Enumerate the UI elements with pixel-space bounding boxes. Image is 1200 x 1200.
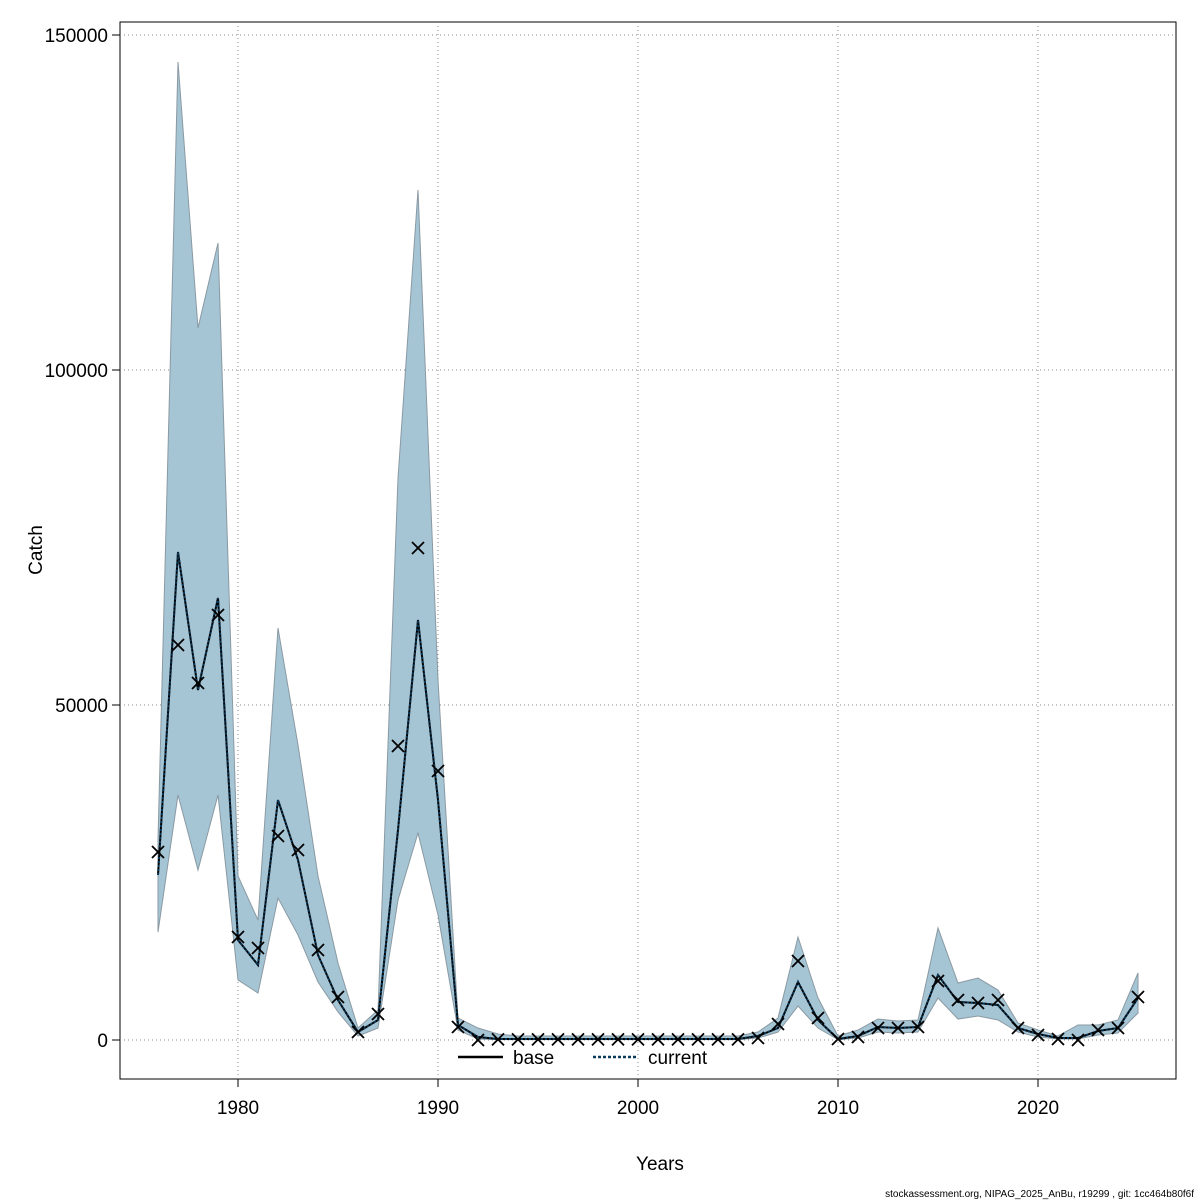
observed-point: [971, 996, 985, 1010]
x-tick-label: 2020: [1017, 1098, 1059, 1119]
observed-point: [1051, 1032, 1065, 1046]
observed-point: [771, 1017, 785, 1031]
confidence-band: [157, 61, 1139, 1041]
observed-point: [791, 954, 805, 968]
observed-point: [411, 541, 425, 555]
observed-point: [431, 764, 445, 778]
x-tick-label: 1980: [217, 1098, 259, 1119]
observed-point: [291, 843, 305, 857]
observed-point: [351, 1025, 365, 1039]
x-tick-label: 2010: [817, 1098, 859, 1119]
observed-point: [911, 1020, 925, 1034]
observed-point: [1091, 1023, 1105, 1037]
footer: stockassessment.org, NIPAG_2025_AnBu, r1…: [885, 1189, 1194, 1200]
observed-point: [1031, 1028, 1045, 1042]
y-tick-label: 100000: [45, 361, 108, 382]
observed-point: [451, 1020, 465, 1034]
observed-point: [251, 941, 265, 955]
legend-label: current: [648, 1048, 708, 1069]
observed-point: [811, 1011, 825, 1025]
x-tick-label: 1990: [417, 1098, 459, 1119]
observed-point: [651, 1032, 665, 1046]
y-tick-label: 50000: [55, 696, 108, 717]
observed-point: [711, 1032, 725, 1046]
observed-point: [311, 943, 325, 957]
observed-point: [391, 739, 405, 753]
observed-point: [991, 993, 1005, 1007]
observed-point: [531, 1032, 545, 1046]
y-axis-label: Catch: [26, 525, 47, 575]
observed-point: [551, 1032, 565, 1046]
observed-point: [731, 1032, 745, 1046]
y-tick-label: 0: [97, 1031, 108, 1052]
observed-point: [611, 1032, 625, 1046]
observed-point: [751, 1031, 765, 1045]
observed-point: [511, 1032, 525, 1046]
observed-point: [331, 990, 345, 1004]
observed-point: [371, 1007, 385, 1021]
observed-point: [591, 1032, 605, 1046]
x-tick-label: 2000: [617, 1098, 659, 1119]
observed-point: [211, 608, 225, 622]
observed-point: [171, 638, 185, 652]
observed-point: [831, 1032, 845, 1046]
observed-point: [231, 930, 245, 944]
observed-point: [191, 676, 205, 690]
observed-point: [931, 974, 945, 988]
observed-point: [1011, 1021, 1025, 1035]
observed-point: [851, 1030, 865, 1044]
observed-point: [951, 993, 965, 1007]
observed-point: [571, 1032, 585, 1046]
y-tick-label: 150000: [45, 26, 108, 47]
x-axis-label: Years: [636, 1154, 684, 1175]
observed-point: [671, 1032, 685, 1046]
observed-point: [471, 1033, 485, 1047]
observed-point: [631, 1032, 645, 1046]
observed-point: [1071, 1033, 1085, 1047]
observed-point: [1131, 990, 1145, 1004]
legend-label: base: [513, 1048, 554, 1069]
observed-point: [691, 1032, 705, 1046]
observed-point: [871, 1021, 885, 1035]
plot-frame: [119, 21, 1177, 1080]
observed-point: [151, 845, 165, 859]
observed-point: [891, 1021, 905, 1035]
observed-point: [271, 829, 285, 843]
observed-point: [491, 1032, 505, 1046]
series-line: [157, 551, 1139, 1041]
observed-point: [1111, 1021, 1125, 1035]
